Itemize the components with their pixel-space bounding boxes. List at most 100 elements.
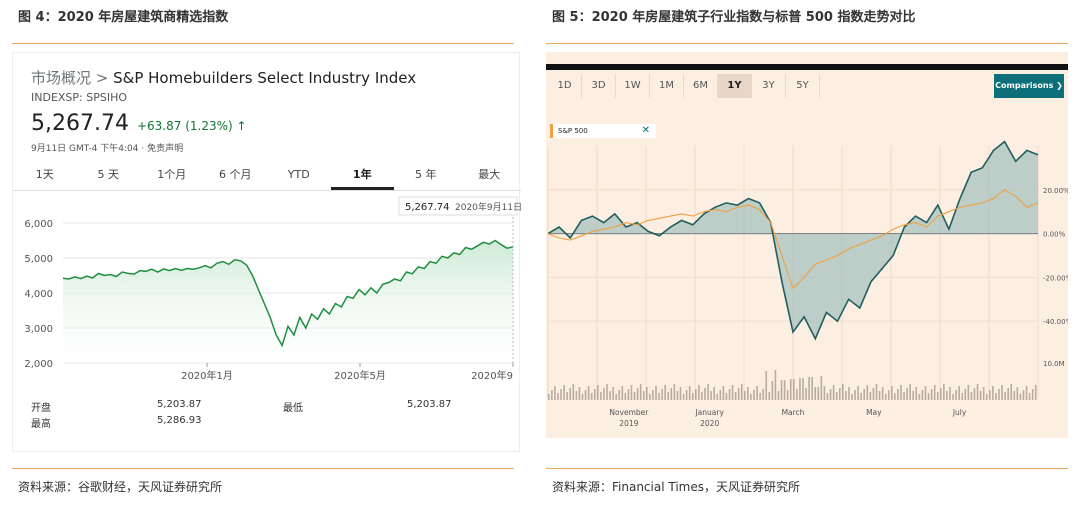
volume-bar [1001,385,1003,400]
source-rule-right [546,468,1068,469]
volume-bar [1022,390,1025,400]
volume-bar [597,385,599,400]
price-timestamp: 9月11日 GMT-4 下午4:04 · 免责声明 [31,144,184,154]
volume-bar [673,384,676,400]
volume-bar [829,389,832,400]
volume-bar [872,388,875,400]
volume-bar [685,390,688,400]
volume-bar [817,387,820,400]
volume-bar [722,386,725,400]
timeframe-tab[interactable]: 1D [548,74,582,98]
volume-bar [578,387,581,400]
volume-bar [740,384,743,400]
range-tab[interactable]: 6 个月 [219,168,252,181]
x-tick-label: January [694,408,724,417]
volume-bar [793,379,795,400]
volume-bar [551,390,553,400]
figure-5-title: 图 5：2020 年房屋建筑子行业指数与标普 500 指数走势对比 [552,10,916,25]
volume-bar [884,394,887,400]
volume-bar [652,390,654,400]
ft-top-bar [546,64,1068,70]
volume-bar [701,392,703,400]
range-tab[interactable]: 1个月 [157,168,187,181]
timeframe-tab[interactable]: 1W [616,74,650,98]
volume-bar [725,393,728,400]
timeframe-tab[interactable]: 3Y [752,74,786,98]
timeframe-tab[interactable]: 5Y [786,74,820,98]
volume-bar [679,387,682,400]
range-tab[interactable]: 最大 [478,168,501,181]
close-icon[interactable]: ✕ [641,125,650,136]
volume-bar [894,393,896,400]
range-tab[interactable]: YTD [287,168,310,181]
volume-bar [802,378,804,400]
homebuilders-area [548,141,1038,339]
volume-bar [878,391,881,400]
volume-bar [848,387,850,400]
volume-bar [731,385,734,400]
volume-bar [756,386,758,400]
volume-bar [737,388,740,400]
volume-bar [581,394,584,400]
x-tick-label: 2020年5月 [334,369,386,382]
timeframe-tab[interactable]: 1Y [718,74,752,98]
stat-low-label: 最低 [283,403,303,414]
volume-bar [676,391,679,400]
volume-bar [860,393,862,400]
volume-bar [851,394,853,400]
volume-bar [642,391,645,400]
range-tab[interactable]: 1天 [35,168,54,181]
volume-bar [961,393,964,400]
volume-bar [554,386,556,400]
breadcrumb: 市场概况 > S&P Homebuilders Select Industry … [31,67,416,88]
range-tab[interactable]: 5 年 [415,168,437,181]
stat-high-value: 5,286.93 [157,415,202,426]
timeframe-tabs: 1D 3D 1W 1M 6M 1Y 3Y 5Y [548,74,820,98]
volume-bar [572,384,575,400]
range-tab[interactable]: 5 天 [97,168,120,181]
volume-bar [832,385,835,400]
volume-bar [891,386,893,400]
comparisons-button[interactable]: Comparisons ❯ [994,74,1064,98]
volume-bar [1004,392,1006,400]
volume-bar [955,390,957,400]
timeframe-tab[interactable]: 1M [650,74,684,98]
range-tab[interactable]: 1年 [330,161,394,190]
volume-bar [989,390,991,400]
volume-bar [667,392,670,400]
volume-bar [658,393,660,400]
timeframe-tab[interactable]: 3D [582,74,616,98]
volume-bar [624,393,627,400]
price-line [62,239,514,348]
volume-bar [930,389,933,400]
range-tabs: 1天 5 天 1个月 6 个月 YTD 1年 5 年 最大 [13,161,521,191]
volume-bar [915,387,918,400]
google-finance-card: 市场概况 > S&P Homebuilders Select Industry … [12,52,521,452]
timeframe-tab[interactable]: 6M [684,74,718,98]
volume-bar [695,389,697,400]
legend-sp500: S&P 500 ✕ [550,124,656,138]
volume-bar [783,380,786,400]
volume-bar [777,391,780,400]
figure-4-title: 图 4：2020 年房屋建筑商精选指数 [18,10,229,25]
volume-bar [765,371,768,400]
volume-bar [979,391,982,400]
volume-bar [820,376,823,400]
volume-bar [869,392,872,400]
volume-bar [1019,394,1022,400]
ticker-symbol: INDEXSP: SPSIHO [31,91,128,104]
volume-bar [1034,385,1037,400]
breadcrumb-prefix[interactable]: 市场概况 > [31,69,109,87]
volume-bar [612,387,614,400]
volume-bar [744,391,746,400]
y-tick-label: 4,000 [24,289,53,300]
volume-bar [771,381,774,400]
volume-bar [887,390,890,400]
tooltip-box [398,196,518,216]
volume-bar [1031,389,1034,400]
sp500-line [547,189,1039,290]
volume-bar [924,386,927,400]
stat-open-label: 开盘 [31,403,51,414]
y-tick-label: 5,000 [24,254,53,265]
tooltip-date: 2020年9月11日 [455,201,521,213]
